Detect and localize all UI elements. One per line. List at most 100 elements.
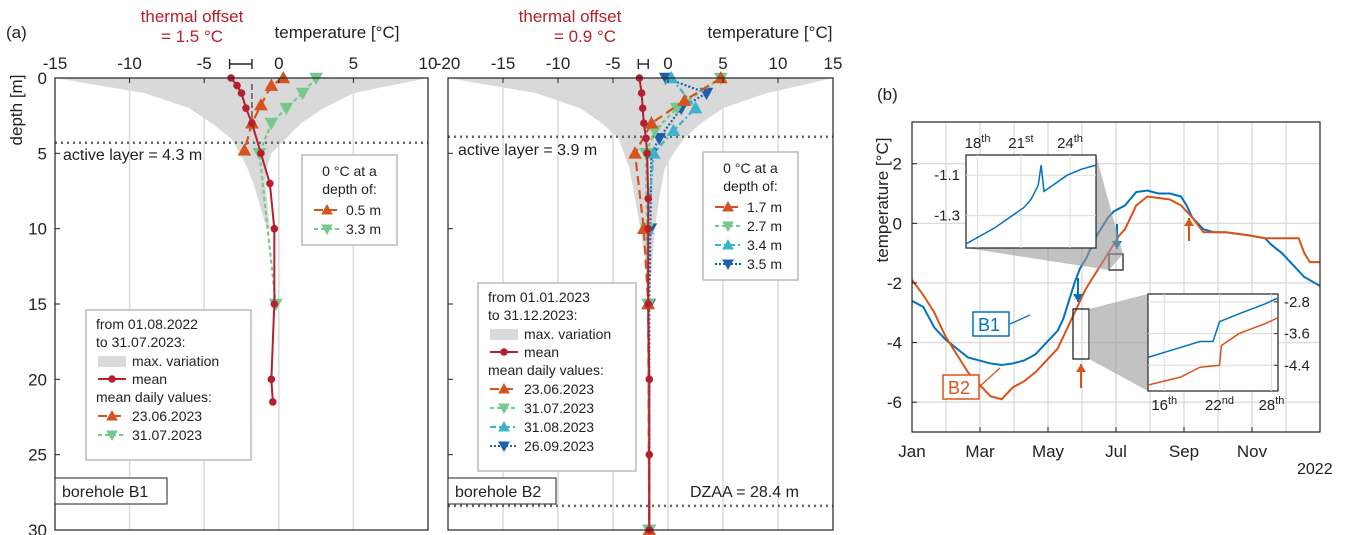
b1-legend-variation-swatch	[98, 356, 126, 367]
b2-mean-point	[644, 194, 652, 203]
inset-top-x-tick-label: 21st	[1008, 133, 1033, 152]
b2-inner-legend-label: 2.7 m	[747, 218, 782, 234]
b1-legend-mean-marker	[108, 375, 116, 383]
ts-y-ticks: -6 -4 -2 0 2	[887, 155, 917, 412]
b1-inner-legend-marker	[321, 203, 333, 215]
b1-mean-point	[233, 81, 241, 90]
b2-borehole-label: borehole B2	[455, 484, 541, 501]
b2-legend-mean-label: mean	[524, 344, 559, 360]
b1-y-tick-label: 5	[38, 144, 47, 163]
b2-series	[628, 70, 728, 535]
b1-x-tick-label: 0	[274, 54, 283, 73]
ts-y-tick-label: -2	[887, 274, 902, 293]
b1-legend-title: to 31.07.2023:	[96, 334, 186, 350]
b2-legend-variation-swatch	[490, 329, 518, 340]
b1-mean-point	[242, 104, 250, 112]
b2-x-tick-label: -10	[546, 54, 571, 73]
label-box-b1	[972, 311, 1010, 337]
b2-dzaa-label: DZAA = 28.4 m	[690, 484, 799, 501]
b2-blue-point	[652, 132, 667, 146]
b2-cyan-point	[666, 123, 681, 137]
label-b1-leader	[1009, 314, 1031, 325]
arrow-b1-may-head	[1073, 294, 1083, 302]
ts-y-tick-label: -4	[887, 334, 902, 353]
b1-mean-point	[248, 119, 256, 127]
inset-bottom-y-tick-label: -2.8	[1284, 294, 1310, 311]
b2-thermal-offset-label-2: = 0.9 °C	[554, 27, 616, 46]
b2-orange-point	[628, 146, 642, 159]
b2-mean-point	[645, 375, 654, 384]
ts-year-label: 2022	[1297, 461, 1333, 478]
b2-mean-point	[644, 224, 652, 233]
b2-inner-legend-box	[702, 151, 799, 281]
b1-thermal-offset-bracket	[228, 59, 253, 69]
b2-active-layer-label: active layer = 3.9 m	[458, 142, 597, 159]
b1-x-axis-label: temperature [°C]	[275, 23, 400, 42]
b2-legend-label: 26.09.2023	[524, 438, 594, 454]
b1-series	[227, 70, 323, 406]
ts-x-tick-label: Sep	[1169, 442, 1199, 461]
inset-top-frame	[965, 154, 1097, 249]
b1-orange-point	[264, 78, 279, 91]
b2-orange-point	[677, 93, 692, 106]
b1-green-point	[295, 87, 310, 101]
label-box-b2	[942, 374, 980, 400]
b1-y-tick-label: 20	[28, 370, 47, 389]
inset-bottom-x-tick-label: 16th	[1151, 395, 1177, 414]
ts-y-tick-label: 0	[893, 214, 902, 233]
ts-x-tick-label: May	[1032, 442, 1065, 461]
inset-bottom-y-tick-label: -3.6	[1284, 326, 1310, 343]
b1-inner-legend-label: 3.3 m	[346, 221, 381, 237]
b1-x-tick-label: -5	[197, 54, 212, 73]
b1-legend-title: from 01.08.2022	[96, 316, 198, 332]
b2-thermal-offset-label-1: thermal offset	[519, 7, 622, 26]
panel-label-a: (a)	[6, 23, 27, 42]
b1-active-layer-label: active layer = 4.3 m	[63, 147, 202, 164]
label-b2-leader	[978, 367, 1001, 388]
b2-legend-marker	[498, 403, 510, 415]
b2-legend: from 01.01.2023 to 31.12.2023: max. variat…	[477, 282, 637, 472]
b2-legend-mean-marker	[500, 348, 508, 356]
b2-mean-point	[638, 104, 647, 112]
b1-inner-legend-title: depth of:	[322, 181, 377, 197]
inset-top-connector	[966, 155, 1123, 270]
b2-x-tick-label: 10	[769, 54, 788, 73]
zoom-box-bottom	[1072, 308, 1090, 360]
arrow-b2-may-head	[1076, 364, 1086, 372]
label-b2: B2	[948, 378, 970, 398]
b2-x-tick-label: 5	[718, 54, 727, 73]
b1-inner-legend-title: 0 °C at a	[322, 163, 377, 179]
b2-inner-legend-label: 3.5 m	[747, 256, 782, 272]
b1-x-ticks: -15 -10 -5 0 5 10	[43, 54, 437, 83]
b2-y-ticks	[448, 77, 453, 531]
arrow-b2-aug-head	[1184, 218, 1194, 226]
b1-legend-mean-label: mean	[132, 371, 167, 387]
ts-y-tick-label: -6	[887, 393, 902, 412]
b1-borehole-label: borehole B1	[62, 484, 148, 501]
b2-inner-legend-title: 0 °C at a	[723, 160, 778, 176]
panel-b1: active layer = 4.3 m -15 -10 -5 0 5 10 0 5 10 15…	[7, 7, 437, 535]
b2-mean-point	[640, 119, 648, 127]
b1-legend-marker	[106, 430, 118, 442]
b1-mean-point	[266, 179, 274, 188]
b2-inner-legend-marker	[722, 200, 734, 212]
b1-mean-point	[270, 300, 279, 308]
b2-legend-label: 23.06.2023	[524, 381, 594, 397]
panel-b2: active layer = 3.9 m DZAA = 28.4 m -20 -1…	[436, 7, 842, 535]
b2-x-axis-label: temperature [°C]	[708, 23, 833, 42]
b1-orange-point	[237, 143, 252, 156]
ts-x-tick-label: Jul	[1105, 442, 1127, 461]
b2-inner-legend-label: 1.7 m	[747, 199, 782, 215]
b2-legend-variation-label: max. variation	[524, 326, 611, 342]
b2-legend-marker	[498, 420, 510, 432]
inset-bottom-connector	[1089, 294, 1148, 391]
b2-inner-legend-title: depth of:	[723, 178, 778, 194]
b2-mean-point	[644, 300, 652, 308]
b1-legend: from 01.08.2022 to 31.07.2023: max. variat…	[85, 309, 252, 461]
b2-mean-point	[643, 149, 651, 158]
b2-x-tick-label: -20	[436, 54, 461, 73]
inset-top-y-tick-label: -1.1	[934, 167, 960, 184]
b2-thermal-offset-bracket	[637, 59, 649, 69]
panel-timeseries: -6 -4 -2 0 2 Jan Mar May Jul Sep Nov temperature …	[873, 121, 1333, 478]
b2-cyan-point	[688, 101, 703, 114]
